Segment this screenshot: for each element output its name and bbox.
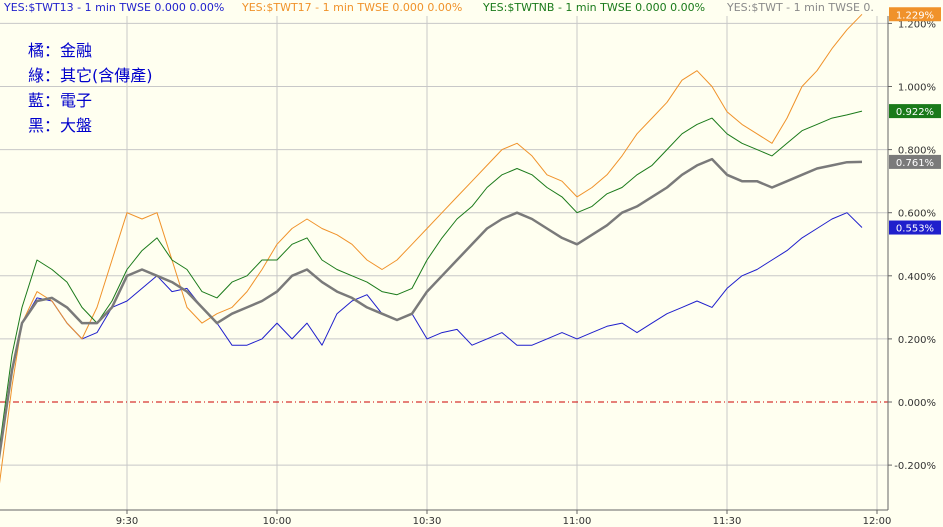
header-series-finance: YES:$TWT17 - 1 min TWSE 0.000 0.00%: [241, 1, 462, 14]
legend-item-market: 黑：大盤: [28, 116, 92, 135]
last-value-badge-other: [889, 104, 941, 119]
x-tick-label: 10:30: [413, 516, 442, 527]
header-bar: YES:$TWT13 - 1 min TWSE 0.000 0.00% YES:…: [3, 1, 874, 14]
last-value-badge-market: [889, 154, 941, 169]
header-series-other: YES:$TWTNB - 1 min TWSE 0.000 0.00%: [482, 1, 705, 14]
series-line-market: [0, 157, 863, 460]
last-value-badge-finance: [889, 7, 941, 22]
x-tick-label: 11:00: [563, 516, 592, 527]
last-value-label-other: 0.922%: [896, 107, 934, 118]
header-series-market: YES:$TWT - 1 min TWSE 0.: [726, 1, 874, 14]
y-tick-label: -0.200%: [894, 461, 936, 472]
axes: 9:30 10:00 10:30 11:00 11:30 12:00 1.200% 1.000…: [0, 16, 936, 527]
y-tick-label: 1.200%: [898, 19, 936, 30]
series-line-electronics: [0, 212, 863, 450]
x-tick-label: 12:00: [863, 516, 892, 527]
last-value-label-finance: 1.229%: [896, 10, 934, 21]
grid: [0, 16, 888, 510]
last-value-badges: 0.553% 1.229% 0.922% 0.761%: [889, 7, 941, 235]
last-value-label-electronics: 0.553%: [896, 224, 934, 235]
header-series-electronics: YES:$TWT13 - 1 min TWSE 0.000 0.00%: [3, 1, 224, 14]
y-tick-label: 1.000%: [898, 83, 936, 94]
last-value-label-market: 0.761%: [896, 158, 934, 169]
x-tick-label: 9:30: [116, 516, 138, 527]
y-tick-label: 0.000%: [898, 398, 936, 409]
x-tick-label: 10:00: [263, 516, 292, 527]
legend-item-electronics: 藍：電子: [28, 91, 92, 110]
legend-item-other: 綠：其它(含傳產): [28, 66, 153, 85]
y-tick-label: 0.600%: [898, 209, 936, 220]
y-tick-label: 0.400%: [898, 272, 936, 283]
annotation-legend: 橘：金融 綠：其它(含傳產) 藍：電子 黑：大盤: [28, 41, 153, 135]
y-tick-label: 0.800%: [898, 146, 936, 157]
x-tick-label: 11:30: [713, 516, 742, 527]
series-line-other: [0, 110, 863, 447]
series-line-finance: [0, 13, 863, 484]
last-value-badge-electronics: [889, 220, 941, 235]
legend-item-finance: 橘：金融: [28, 41, 92, 60]
y-tick-label: 0.200%: [898, 335, 936, 346]
series-layer: [0, 13, 863, 484]
